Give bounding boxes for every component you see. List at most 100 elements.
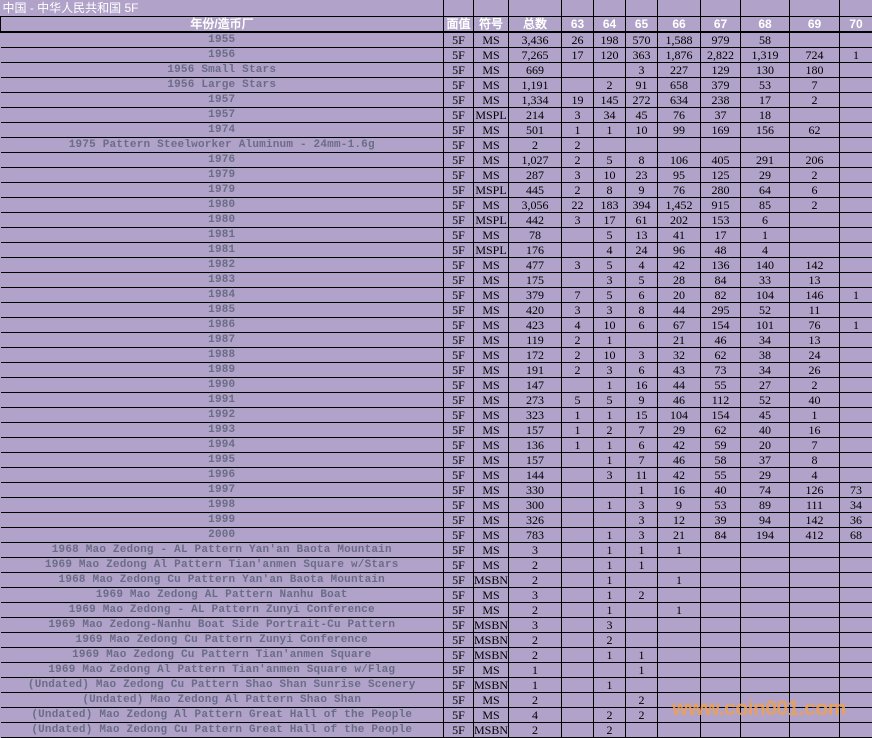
- cell-65: 3: [626, 63, 658, 78]
- table-row: (Undated) Mao Zedong Cu Pattern Great Ha…: [1, 723, 872, 738]
- cell-69: [790, 678, 840, 693]
- cell-year-mint: 2000: [1, 528, 444, 543]
- cell-64: 34: [594, 108, 626, 123]
- cell-64: 1: [594, 333, 626, 348]
- cell-year-mint: 1956 Large Stars: [1, 78, 444, 93]
- cell-66: 658: [658, 78, 701, 93]
- cell-total: 136: [509, 438, 562, 453]
- cell-66: 46: [658, 393, 701, 408]
- cell-67: 73: [701, 363, 741, 378]
- cell-63: 2: [562, 153, 594, 168]
- cell-63: [562, 663, 594, 678]
- cell-67: 125: [701, 168, 741, 183]
- cell-denomination: 5F: [444, 258, 474, 273]
- cell-68: [741, 573, 790, 588]
- cell-70: [840, 663, 872, 678]
- cell-denomination: 5F: [444, 513, 474, 528]
- cell-68: 38: [741, 348, 790, 363]
- cell-65: 15: [626, 408, 658, 423]
- cell-68: 104: [741, 288, 790, 303]
- cell-70: [840, 93, 872, 108]
- cell-70: [840, 648, 872, 663]
- cell-68: 34: [741, 333, 790, 348]
- cell-65: 16: [626, 378, 658, 393]
- cell-67: [701, 603, 741, 618]
- cell-67: [701, 723, 741, 738]
- cell-total: 2: [509, 603, 562, 618]
- cell-grade: MSPL: [474, 183, 509, 198]
- cell-total: 1,334: [509, 93, 562, 108]
- cell-63: [562, 693, 594, 708]
- cell-65: 9: [626, 183, 658, 198]
- cell-66: 634: [658, 93, 701, 108]
- table-row: 1969 Mao Zedong Al Pattern Tian'anmen Sq…: [1, 663, 872, 678]
- cell-63: [562, 618, 594, 633]
- cell-67: 915: [701, 198, 741, 213]
- cell-67: 379: [701, 78, 741, 93]
- cell-65: 9: [626, 393, 658, 408]
- cell-68: [741, 693, 790, 708]
- cell-68: [741, 633, 790, 648]
- cell-66: 104: [658, 408, 701, 423]
- cell-grade: MS: [474, 528, 509, 543]
- cell-denomination: 5F: [444, 318, 474, 333]
- cell-66: 227: [658, 63, 701, 78]
- cell-68: [741, 603, 790, 618]
- cell-68: [741, 558, 790, 573]
- cell-67: 53: [701, 498, 741, 513]
- cell-denomination: 5F: [444, 363, 474, 378]
- cell-67: 280: [701, 183, 741, 198]
- title-row: 中国 - 中华人民共和国 5F: [1, 0, 872, 17]
- cell-63: [562, 513, 594, 528]
- cell-denomination: 5F: [444, 438, 474, 453]
- cell-65: 1: [626, 558, 658, 573]
- cell-grade: MS: [474, 588, 509, 603]
- cell-69: [790, 663, 840, 678]
- cell-64: 2: [594, 723, 626, 738]
- cell-63: [562, 708, 594, 723]
- cell-64: 1: [594, 678, 626, 693]
- cell-67: 59: [701, 438, 741, 453]
- cell-63: [562, 543, 594, 558]
- cell-grade: MS: [474, 32, 509, 48]
- cell-69: 180: [790, 63, 840, 78]
- cell-68: 29: [741, 168, 790, 183]
- cell-64: 1: [594, 558, 626, 573]
- cell-70: [840, 678, 872, 693]
- cell-denomination: 5F: [444, 138, 474, 153]
- cell-total: 175: [509, 273, 562, 288]
- cell-69: 11: [790, 303, 840, 318]
- cell-65: 363: [626, 48, 658, 63]
- cell-grade: MS: [474, 63, 509, 78]
- cell-67: 154: [701, 318, 741, 333]
- cell-67: 154: [701, 408, 741, 423]
- cell-64: 5: [594, 258, 626, 273]
- cell-68: 74: [741, 483, 790, 498]
- cell-63: 22: [562, 198, 594, 213]
- cell-66: 96: [658, 243, 701, 258]
- cell-70: 1: [840, 288, 872, 303]
- cell-68: [741, 543, 790, 558]
- cell-65: [626, 138, 658, 153]
- cell-64: 10: [594, 168, 626, 183]
- cell-total: 144: [509, 468, 562, 483]
- cell-grade: MS: [474, 228, 509, 243]
- cell-total: 7,265: [509, 48, 562, 63]
- cell-63: 3: [562, 168, 594, 183]
- cell-total: 442: [509, 213, 562, 228]
- cell-65: 6: [626, 318, 658, 333]
- cell-total: 2: [509, 633, 562, 648]
- cell-69: 2: [790, 93, 840, 108]
- cell-63: 1: [562, 408, 594, 423]
- cell-70: [840, 63, 872, 78]
- cell-year-mint: 1994: [1, 438, 444, 453]
- column-header-69: 69: [790, 17, 840, 33]
- cell-grade: MS: [474, 513, 509, 528]
- cell-year-mint: (Undated) Mao Zedong Al Pattern Great Ha…: [1, 708, 444, 723]
- cell-denomination: 5F: [444, 603, 474, 618]
- cell-64: 5: [594, 393, 626, 408]
- table-row: 1968 Mao Zedong Cu Pattern Yan'an Baota …: [1, 573, 872, 588]
